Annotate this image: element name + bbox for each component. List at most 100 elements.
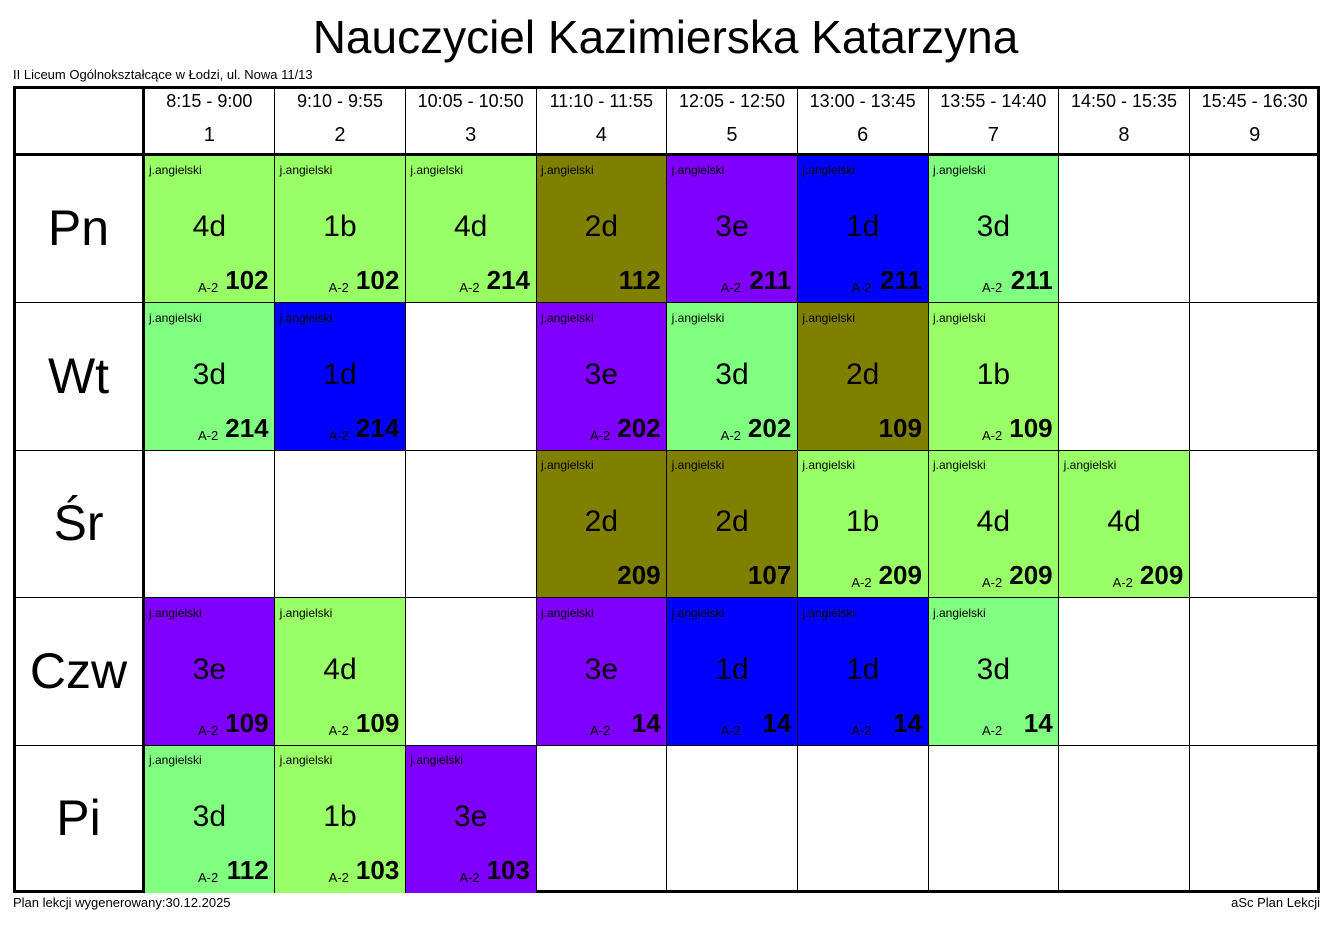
room: 14 — [893, 707, 922, 738]
subject: j.angielski — [279, 753, 333, 768]
class: 1b — [976, 357, 1011, 391]
day-label: Pn — [47, 200, 110, 256]
day-label: Czw — [29, 642, 128, 699]
room: 202 — [617, 412, 661, 443]
subject: j.angielski — [541, 163, 594, 177]
lesson-cell: j.angielski 3e A-2 211 — [666, 155, 798, 303]
lesson-cell: j.angielski 1b A-2 102 — [274, 155, 406, 303]
lesson-cell: j.angielski 1b A-2 103 — [274, 745, 406, 893]
subject: j.angielski — [671, 605, 725, 620]
building: A-2 — [198, 427, 219, 443]
room: 211 — [880, 265, 922, 295]
class: 3e — [584, 357, 619, 391]
subject: j.angielski — [541, 458, 594, 473]
lesson-cell: j.angielski 1d A-2 14 — [666, 597, 798, 746]
column-rule — [274, 86, 276, 893]
lesson-cell: j.angielski 1b A-2 209 — [797, 450, 928, 598]
subject: j.angielski — [671, 310, 725, 325]
room: 14 — [762, 707, 792, 738]
period-time: 11:10 - 11:55 — [549, 91, 654, 111]
title: Nauczyciel Kazimierska Katarzyna — [312, 11, 1019, 63]
room: 112 — [226, 855, 269, 886]
period-time: 10:05 - 10:50 — [417, 91, 524, 111]
lesson-cell: j.angielski 3e A-2 109 — [144, 597, 275, 746]
building: A-2 — [982, 722, 1003, 738]
subject: j.angielski — [410, 753, 464, 768]
lesson-cell: j.angielski 2d 109 — [797, 302, 928, 451]
room: 103 — [486, 855, 530, 886]
lesson-cell: j.angielski 3d A-2 112 — [144, 745, 275, 893]
room: 109 — [1009, 412, 1053, 443]
building: A-2 — [1112, 575, 1133, 591]
room: 14 — [1023, 707, 1053, 738]
room: 209 — [1139, 560, 1184, 591]
class: 1d — [845, 210, 880, 243]
building: A-2 — [720, 722, 741, 738]
room: 214 — [225, 412, 269, 443]
day-label: Wt — [47, 347, 110, 404]
room: 14 — [631, 707, 661, 738]
subject: j.angielski — [802, 310, 856, 325]
lesson-cell: j.angielski 3d A-2 202 — [666, 302, 798, 451]
lesson-cell: j.angielski 1b A-2 109 — [928, 302, 1059, 451]
subject: j.angielski — [933, 310, 986, 325]
subject: j.angielski — [671, 458, 725, 473]
footer-software: aSc Plan Lekcji — [1231, 895, 1320, 910]
subject: j.angielski — [149, 753, 202, 768]
class: 3e — [453, 800, 488, 834]
class: 1d — [715, 652, 749, 686]
footer-generated: Plan lekcji wygenerowany:30.12.2025 — [13, 895, 231, 910]
building: A-2 — [328, 722, 349, 738]
period-number: 6 — [857, 124, 869, 146]
building: A-2 — [328, 427, 349, 443]
subject: j.angielski — [279, 310, 333, 325]
subject: j.angielski — [149, 163, 202, 177]
period-time: 13:00 - 13:45 — [809, 91, 916, 111]
class: 1b — [323, 210, 357, 243]
subject: j.angielski — [671, 163, 725, 177]
school: II Liceum Ogólnokształcące w Łodzi, ul. … — [13, 67, 313, 82]
subject: j.angielski — [802, 163, 856, 177]
column-rule — [666, 86, 668, 893]
period-time: 12:05 - 12:50 — [678, 91, 786, 111]
building: A-2 — [982, 280, 1003, 295]
class: 4d — [192, 210, 227, 243]
lesson-cell: j.angielski 3e A-2 14 — [536, 597, 667, 746]
room: 209 — [878, 560, 922, 591]
period-number: 7 — [987, 124, 999, 146]
period-time: 15:45 - 16:30 — [1201, 91, 1308, 111]
class: 2d — [584, 210, 619, 243]
column-rule — [927, 86, 929, 893]
building: A-2 — [328, 870, 349, 886]
subject: j.angielski — [149, 310, 202, 325]
subject: j.angielski — [933, 605, 986, 620]
class: 2d — [845, 357, 880, 391]
period-number: 8 — [1118, 124, 1130, 146]
class: 2d — [584, 505, 619, 539]
class: 3d — [976, 652, 1011, 686]
lesson-cell: j.angielski 2d 209 — [536, 450, 667, 598]
class: 2d — [715, 505, 749, 539]
day-label: Śr — [53, 495, 104, 552]
row-rule — [13, 302, 1320, 304]
room: 202 — [747, 412, 792, 443]
subject: j.angielski — [933, 163, 986, 177]
column-rule — [404, 86, 406, 893]
class: 3e — [715, 210, 749, 243]
lesson-cell: j.angielski 4d A-2 209 — [928, 450, 1059, 598]
lesson-cell: j.angielski 4d A-2 102 — [144, 155, 275, 303]
class: 1d — [323, 357, 357, 391]
room: 109 — [225, 707, 269, 738]
lesson-cell: j.angielski 2d 107 — [666, 450, 798, 598]
lesson-cell: j.angielski 1d A-2 14 — [797, 597, 928, 746]
room: 209 — [1009, 560, 1053, 591]
building: A-2 — [459, 870, 480, 886]
building: A-2 — [851, 280, 872, 295]
room: 103 — [355, 855, 400, 886]
class: 3d — [976, 210, 1011, 243]
period-number: 9 — [1249, 124, 1261, 146]
class: 3e — [584, 652, 619, 686]
class: 1b — [845, 505, 880, 539]
lesson-cell: j.angielski 1d A-2 214 — [274, 302, 406, 451]
